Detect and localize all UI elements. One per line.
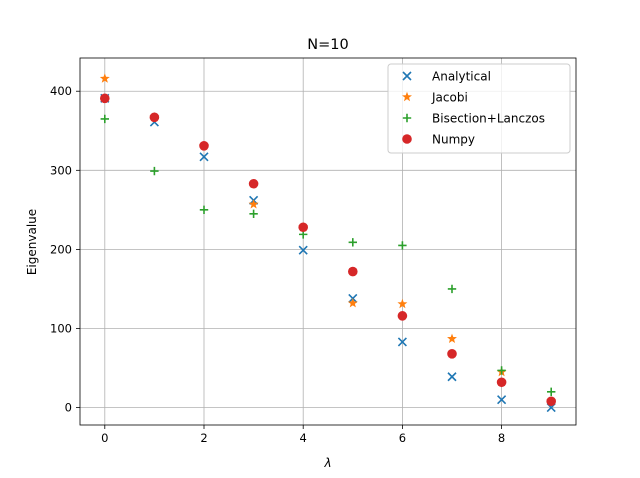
y-axis-label: Eigenvalue [25,209,39,275]
legend-label: Bisection+Lanczos [432,112,545,126]
data-point-star [397,298,408,309]
x-tick-label: 0 [101,431,108,445]
x-tick-label: 4 [300,431,307,445]
axis-ticks: 0 2 4 6 8 0 100 200 300 400 [50,84,505,445]
legend-box [387,63,571,154]
x-tick-label: 6 [399,431,406,445]
y-tick-label: 100 [50,322,72,336]
y-tick-label: 200 [50,242,72,256]
data-point-circle [248,178,259,189]
x-tick-label: 8 [498,431,505,445]
data-point-plus [249,209,258,219]
y-tick-label: 0 [65,401,72,415]
data-point-circle [199,140,209,151]
data-point-x [497,395,507,405]
chart-title: N=10 [307,37,348,53]
data-point-plus [447,284,457,294]
data-point-star [99,73,110,83]
y-tick-label: 400 [50,84,72,98]
data-point-star [347,297,358,308]
data-point-star [447,333,457,343]
data-point-x [298,245,308,255]
plot-frame [79,57,577,426]
data-point-circle [397,311,408,321]
data-point-circle [496,377,507,388]
data-point-plus [199,205,209,215]
legend-label: Analytical [432,70,491,84]
data-point-plus [547,387,556,396]
legend-label: Numpy [432,133,475,147]
data-point-plus [497,366,506,375]
y-tick-label: 300 [50,163,72,177]
series-numpy [100,93,556,407]
data-point-circle [447,349,457,359]
legend-label: Jacobi [431,91,468,105]
legend-marker [402,91,412,102]
data-point-circle [298,222,309,233]
data-point-circle [546,396,556,407]
data-point-circle [149,112,160,123]
legend-marker [402,113,412,123]
legend-marker [402,134,412,144]
data-point-x [447,372,457,382]
x-tick-label: 2 [200,431,207,445]
data-point-plus [100,114,109,124]
data-point-circle [348,266,358,277]
legend: Analytical Jacobi Bisection+Lanczos Numpy [387,63,571,154]
data-point-x [397,337,407,347]
data-point-x [199,152,209,162]
data-point-plus [348,238,357,247]
x-axis-label: λ [323,456,331,470]
data-point-plus [398,241,407,250]
data-point-star [248,199,259,209]
legend-marker [402,71,412,81]
data-point-circle [100,93,110,104]
data-points [99,73,557,413]
data-point-plus [150,166,159,176]
